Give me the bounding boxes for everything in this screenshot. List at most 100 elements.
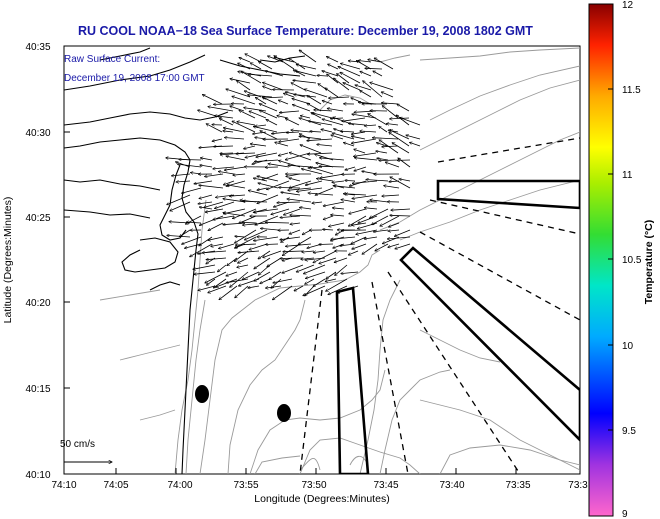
current-vector xyxy=(313,250,326,253)
current-vector xyxy=(293,80,317,84)
current-vector xyxy=(406,135,421,140)
current-vector xyxy=(238,250,260,253)
current-vector xyxy=(263,97,284,98)
current-vector xyxy=(236,153,256,154)
current-vector xyxy=(234,250,249,261)
current-vector xyxy=(319,166,345,167)
current-vector xyxy=(268,164,290,168)
current-vector xyxy=(351,131,366,134)
current-vector xyxy=(327,108,344,112)
current-vector xyxy=(243,201,268,202)
current-vector xyxy=(239,58,251,63)
current-vector xyxy=(314,110,333,111)
current-vector xyxy=(254,257,271,269)
current-vector xyxy=(226,271,238,276)
current-vectors xyxy=(166,50,421,300)
current-vector xyxy=(348,250,359,255)
current-vector xyxy=(396,115,410,126)
current-vector xyxy=(395,243,411,249)
current-vector xyxy=(354,149,366,154)
current-vector xyxy=(265,222,290,223)
current-vector xyxy=(281,236,290,242)
current-vector xyxy=(206,257,227,260)
current-vector xyxy=(341,230,367,231)
y-tick-label: 40:10 xyxy=(25,470,50,481)
current-vector xyxy=(307,138,333,141)
plot-area xyxy=(63,45,581,475)
scale-label: 50 cm/s xyxy=(60,439,95,450)
current-vector xyxy=(358,215,378,223)
current-vector xyxy=(342,117,366,121)
current-vector xyxy=(326,57,339,63)
dashed-transects xyxy=(299,137,580,474)
current-vector xyxy=(206,278,216,285)
current-vector xyxy=(340,243,356,246)
colorbar-tick-label: 9.5 xyxy=(622,426,636,437)
current-vector xyxy=(259,110,278,119)
current-vector xyxy=(354,158,378,161)
current-vector xyxy=(379,160,400,161)
current-vector xyxy=(312,113,333,119)
colorbar-tick-label: 10 xyxy=(622,341,634,352)
current-vector xyxy=(376,151,388,154)
y-tick-label: 40:15 xyxy=(25,384,50,395)
current-vector xyxy=(376,143,388,147)
current-vector xyxy=(386,124,399,126)
current-vector xyxy=(377,158,389,161)
current-vector xyxy=(299,136,322,140)
current-vector xyxy=(274,56,295,70)
current-vector xyxy=(391,209,411,210)
current-vector xyxy=(171,173,191,176)
current-vector xyxy=(220,153,234,154)
current-vector xyxy=(325,278,337,282)
current-vector xyxy=(325,88,339,98)
current-vector xyxy=(380,215,400,226)
current-vector xyxy=(190,243,213,257)
x-tick-label: 73:45 xyxy=(373,480,398,491)
y-tick-label: 40:20 xyxy=(25,298,50,309)
y-tick-label: 40:35 xyxy=(25,42,50,53)
current-vector xyxy=(262,173,279,180)
current-vector xyxy=(322,101,333,105)
current-vector xyxy=(305,271,326,279)
current-vector xyxy=(366,180,389,182)
current-vector xyxy=(272,131,289,134)
current-vector xyxy=(272,285,293,300)
current-vector xyxy=(307,96,322,105)
current-vector xyxy=(397,104,410,112)
current-vector xyxy=(351,138,377,143)
colorbar-ticks xyxy=(608,88,613,431)
current-vector xyxy=(294,94,317,98)
current-vector xyxy=(202,250,227,253)
current-vector xyxy=(226,156,246,161)
current-vector xyxy=(335,264,348,276)
current-vector xyxy=(338,67,361,77)
current-vector xyxy=(254,159,279,162)
current-vector xyxy=(223,128,245,133)
current-vector xyxy=(244,145,256,149)
current-vector xyxy=(279,188,301,189)
current-vector xyxy=(352,180,378,183)
current-vector xyxy=(351,236,367,244)
current-vector xyxy=(200,158,213,161)
current-vector xyxy=(317,144,333,147)
current-vector xyxy=(176,181,191,182)
current-vector xyxy=(410,142,421,147)
current-vector xyxy=(239,110,256,119)
current-vector xyxy=(388,222,400,227)
current-vector xyxy=(331,135,344,140)
current-vector xyxy=(255,97,267,105)
current-vector xyxy=(392,143,410,154)
current-vector xyxy=(271,208,290,215)
current-vector xyxy=(368,114,388,126)
current-vector xyxy=(327,74,339,84)
x-axis-label: Longitude (Degrees:Minutes) xyxy=(254,493,389,505)
current-vector xyxy=(198,110,223,119)
current-vector xyxy=(328,64,339,70)
current-vector xyxy=(227,185,246,189)
sampling-box-south xyxy=(335,286,370,474)
current-vector xyxy=(235,236,257,248)
current-vector xyxy=(211,243,224,247)
current-vector xyxy=(242,222,257,223)
x-tick-label: 73:3 xyxy=(568,480,588,491)
